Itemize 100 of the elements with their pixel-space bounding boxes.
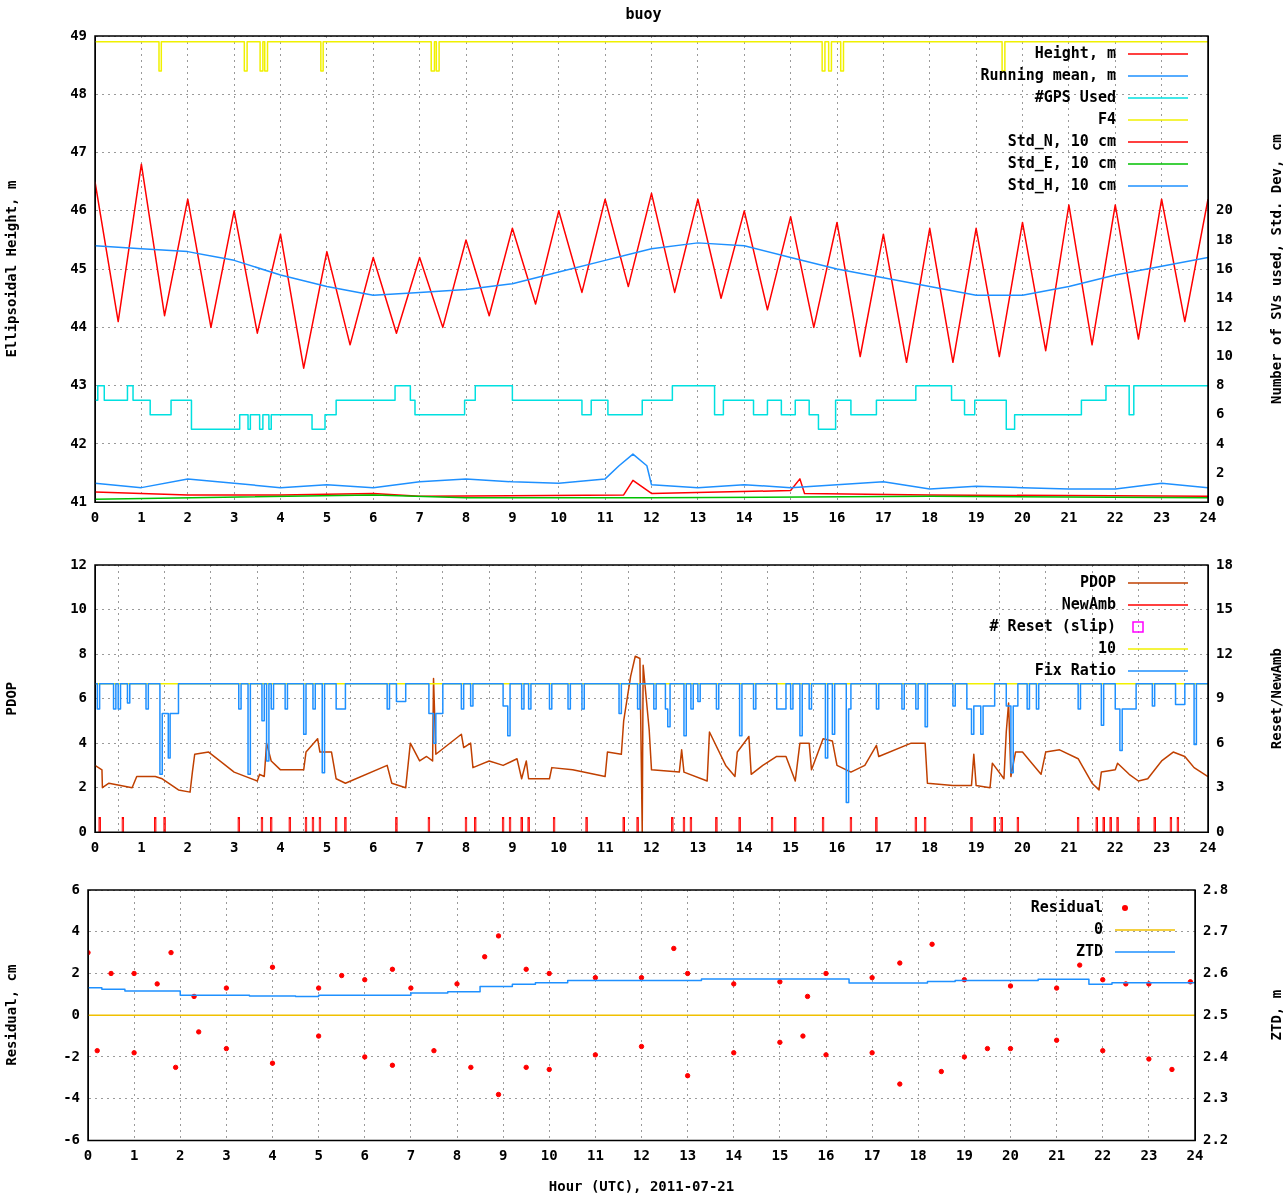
y2-axis-title: Reset/NewAmb xyxy=(1267,648,1284,750)
x-tick-label: 15 xyxy=(782,839,800,856)
x-tick-label: 9 xyxy=(508,509,517,526)
x-tick-label: 21 xyxy=(1060,509,1078,526)
x-tick-label: 18 xyxy=(921,839,939,856)
y2-tick-label: 18 xyxy=(1216,230,1233,247)
chart-title: buoy xyxy=(625,4,662,23)
x-tick-label: 21 xyxy=(1060,839,1078,856)
legend-label: Std_H, 10 cm xyxy=(1007,175,1116,194)
x-tick-label: 14 xyxy=(725,1147,743,1164)
x-tick-label: 5 xyxy=(322,509,332,526)
y-tick-label: -4 xyxy=(63,1089,80,1106)
x-tick-label: 14 xyxy=(735,839,753,856)
legend-label: Residual xyxy=(1030,897,1103,916)
y-tick-label: 48 xyxy=(70,84,87,101)
y2-tick-label: 12 xyxy=(1216,644,1233,661)
x-tick-label: 24 xyxy=(1199,839,1217,856)
legend-label: NewAmb xyxy=(1061,594,1116,613)
x-tick-label: 19 xyxy=(967,839,985,856)
y-axis-title: PDOP xyxy=(3,681,20,716)
y-tick-label: 45 xyxy=(70,259,87,276)
y2-tick-label: 2.3 xyxy=(1203,1089,1229,1106)
y2-tick-label: 6 xyxy=(1216,405,1225,422)
y-axis-title: Ellipsoidal Height, m xyxy=(3,180,20,358)
y2-tick-label: 16 xyxy=(1216,259,1233,276)
y-tick-label: 42 xyxy=(70,434,87,451)
y-tick-label: 8 xyxy=(78,644,87,661)
x-tick-label: 0 xyxy=(90,509,100,526)
y-tick-label: 44 xyxy=(70,318,87,335)
y2-tick-label: 3 xyxy=(1216,778,1225,795)
x-tick-label: 22 xyxy=(1094,1147,1112,1164)
x-tick-label: 7 xyxy=(415,839,424,856)
legend-label: Running mean, m xyxy=(980,65,1116,84)
x-tick-label: 3 xyxy=(229,509,239,526)
x-tick-label: 6 xyxy=(369,839,378,856)
x-tick-label: 12 xyxy=(633,1147,650,1164)
y-tick-label: 6 xyxy=(71,880,80,897)
x-tick-label: 17 xyxy=(863,1147,881,1164)
x-tick-label: 1 xyxy=(137,839,146,856)
x-tick-label: 10 xyxy=(540,1147,558,1164)
x-tick-label: 12 xyxy=(643,839,660,856)
y2-tick-label: 4 xyxy=(1216,434,1225,451)
x-tick-label: 15 xyxy=(782,509,800,526)
x-tick-label: 13 xyxy=(689,839,707,856)
x-tick-label: 19 xyxy=(967,509,985,526)
y-tick-label: -6 xyxy=(63,1131,80,1148)
y2-tick-label: 2.8 xyxy=(1203,880,1229,897)
x-tick-label: 9 xyxy=(498,1147,508,1164)
x-tick-label: 4 xyxy=(268,1147,277,1164)
y2-tick-label: 0 xyxy=(1216,822,1225,839)
x-tick-label: 11 xyxy=(596,509,614,526)
y2-tick-label: 9 xyxy=(1216,689,1225,706)
x-tick-label: 17 xyxy=(874,509,892,526)
legend-label: 10 xyxy=(1097,638,1116,657)
y2-tick-label: 14 xyxy=(1216,288,1233,305)
y-tick-label: 10 xyxy=(70,600,87,617)
x-tick-label: 8 xyxy=(461,839,471,856)
y-tick-label: 12 xyxy=(70,555,87,572)
x-tick-label: 22 xyxy=(1106,509,1124,526)
legend-label: Height, m xyxy=(1034,43,1116,62)
y2-tick-label: 0 xyxy=(1216,492,1225,509)
x-tick-label: 11 xyxy=(586,1147,604,1164)
x-tick-label: 4 xyxy=(276,839,285,856)
y2-tick-label: 2.2 xyxy=(1203,1131,1229,1148)
x-tick-label: 1 xyxy=(129,1147,139,1164)
x-tick-label: 1 xyxy=(137,509,146,526)
legend-label: Std_E, 10 cm xyxy=(1007,153,1116,172)
legend-label: F4 xyxy=(1097,109,1116,128)
y2-tick-label: 2.7 xyxy=(1203,922,1229,939)
y2-tick-label: 20 xyxy=(1216,201,1233,218)
x-tick-label: 9 xyxy=(508,839,517,856)
x-tick-label: 16 xyxy=(817,1147,835,1164)
x-tick-label: 8 xyxy=(452,1147,462,1164)
legend-label: ZTD xyxy=(1075,941,1103,960)
y-tick-label: -2 xyxy=(63,1047,80,1064)
x-tick-label: 19 xyxy=(955,1147,973,1164)
x-axis-title: Hour (UTC), 2011-07-21 xyxy=(548,1178,735,1195)
x-tick-label: 5 xyxy=(322,839,332,856)
x-tick-label: 16 xyxy=(828,509,846,526)
x-tick-label: 6 xyxy=(360,1147,369,1164)
x-tick-label: 6 xyxy=(369,509,378,526)
x-tick-label: 16 xyxy=(828,839,846,856)
x-tick-label: 18 xyxy=(909,1147,927,1164)
y2-tick-label: 15 xyxy=(1216,600,1233,617)
x-tick-label: 24 xyxy=(1199,509,1217,526)
y2-tick-label: 10 xyxy=(1216,347,1233,364)
x-tick-label: 20 xyxy=(1014,509,1031,526)
x-tick-label: 13 xyxy=(679,1147,697,1164)
x-tick-label: 2 xyxy=(176,1147,185,1164)
x-tick-label: 2 xyxy=(183,509,192,526)
y-tick-label: 4 xyxy=(78,733,87,750)
x-tick-label: 3 xyxy=(229,839,239,856)
x-tick-label: 3 xyxy=(222,1147,231,1164)
y2-tick-label: 2 xyxy=(1216,463,1225,480)
x-tick-label: 20 xyxy=(1002,1147,1019,1164)
y-tick-label: 2 xyxy=(71,964,80,981)
y-axis-title: Residual, cm xyxy=(3,964,20,1066)
legend-label: 0 xyxy=(1093,919,1103,938)
y2-tick-label: 2.6 xyxy=(1203,964,1229,981)
x-tick-label: 10 xyxy=(550,839,568,856)
